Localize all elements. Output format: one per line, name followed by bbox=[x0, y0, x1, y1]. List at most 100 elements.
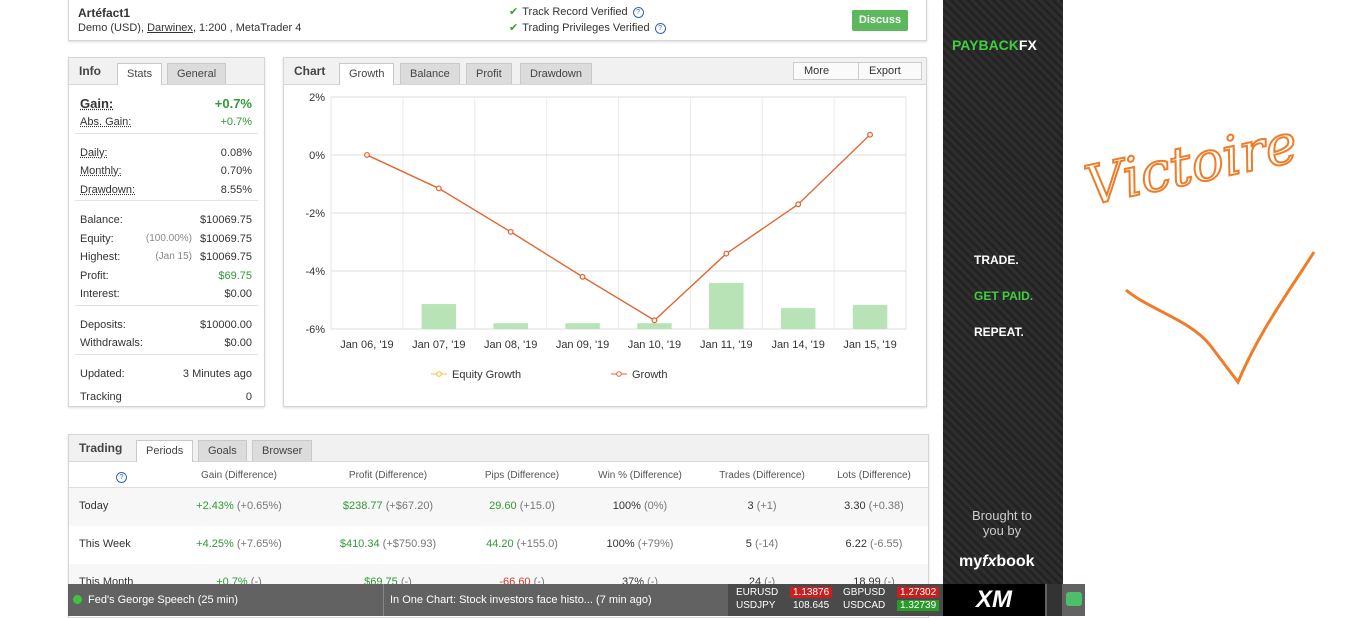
point-marker bbox=[507, 228, 514, 235]
tab-bar: Trading Periods Goals Browser bbox=[69, 435, 928, 462]
stat-value: $0.00 bbox=[224, 288, 252, 300]
panel-label: Chart bbox=[294, 64, 326, 78]
help-icon[interactable]: ? bbox=[116, 472, 127, 483]
tab[interactable]: Drawdown bbox=[520, 63, 592, 84]
news-item[interactable]: In One Chart: Stock investors face histo… bbox=[390, 594, 652, 606]
stat-label: Drawdown: bbox=[80, 183, 136, 196]
account-header: Artéfact1 Demo (USD), Darwinex, 1:200 , … bbox=[68, 0, 927, 41]
tab[interactable]: Growth bbox=[339, 63, 395, 85]
tab[interactable]: General bbox=[167, 63, 227, 84]
expand-button[interactable] bbox=[1047, 584, 1062, 616]
chat-button[interactable] bbox=[1066, 592, 1082, 606]
legend-marker bbox=[616, 371, 622, 377]
column-header: Trades (Difference) bbox=[719, 470, 805, 481]
tab[interactable]: Stats bbox=[117, 63, 163, 85]
help-icon[interactable]: ? bbox=[654, 22, 666, 34]
stat-label: Deposits: bbox=[80, 318, 126, 331]
cell-diff: (-) bbox=[533, 576, 545, 588]
chart-panel: Chart Growth Balance Profit Drawdown More Expo… bbox=[283, 57, 927, 407]
cell-value: +2.43% bbox=[196, 500, 234, 512]
stat-label: Profit: bbox=[80, 269, 109, 282]
tab[interactable]: Balance bbox=[400, 63, 460, 84]
quote-value: 1.32739 bbox=[897, 600, 940, 611]
tab[interactable]: Periods bbox=[136, 440, 194, 462]
tab[interactable]: Profit bbox=[466, 63, 512, 84]
stat-value: $0.00 bbox=[224, 337, 252, 349]
brand-part: PAYBACK bbox=[952, 37, 1019, 53]
quote-value: 108.645 bbox=[793, 600, 830, 611]
x-tick-label: Jan 07, '19 bbox=[412, 339, 465, 351]
x-tick-label: Jan 08, '19 bbox=[484, 339, 537, 351]
x-tick-label: Jan 15, '19 bbox=[843, 339, 896, 351]
cell-diff: (-6.55) bbox=[870, 538, 903, 550]
discuss-button[interactable]: Discuss bbox=[852, 10, 908, 31]
verified-text: Track Record Verified bbox=[522, 6, 628, 18]
table-cell: +2.43% (+0.65%) bbox=[169, 500, 309, 512]
tab[interactable]: Browser bbox=[252, 440, 313, 461]
stat-label: Monthly: bbox=[80, 165, 122, 177]
stat-label: Daily: bbox=[80, 146, 108, 159]
ad-brand: PAYBACKFX bbox=[952, 37, 1037, 53]
stat-label: Equity: bbox=[80, 232, 114, 245]
stat-value: 0 bbox=[245, 390, 252, 403]
ad-line: TRADE. bbox=[974, 253, 1019, 267]
cell-value: 3 bbox=[747, 500, 754, 512]
stat-label: Withdrawals: bbox=[80, 337, 143, 349]
stat-label: Updated: bbox=[80, 367, 125, 380]
table-cell: 44.20 (+155.0) bbox=[452, 538, 592, 550]
table-cell: $410.34 (+$750.93) bbox=[318, 538, 458, 550]
handwritten-check bbox=[1125, 251, 1316, 385]
bar bbox=[709, 282, 744, 329]
cell-diff: (+1) bbox=[756, 500, 777, 512]
quote-symbol: EURUSD bbox=[736, 587, 779, 598]
chart: -6% -4% -2% 0% 2% Jan 06, '19 Jan 07, '19 Jan 0… bbox=[305, 92, 907, 381]
help-icon[interactable]: ? bbox=[632, 6, 644, 18]
point-marker bbox=[723, 250, 730, 257]
stat-value: +0.7% bbox=[214, 96, 252, 111]
cell-diff: (+$750.93) bbox=[382, 538, 437, 550]
status-dot bbox=[73, 595, 82, 604]
verified-item: ✔ Track Record Verified? bbox=[509, 5, 666, 21]
dropdown-button[interactable]: More bbox=[793, 62, 863, 80]
divider bbox=[383, 584, 384, 616]
stat-value: 8.55% bbox=[220, 183, 252, 196]
handwritten-note: Victoire bbox=[1080, 120, 1303, 218]
cell-value: 3.30 bbox=[844, 500, 866, 512]
legend-marker bbox=[436, 371, 442, 377]
stat-value: $10069.75 bbox=[200, 232, 252, 245]
stat-label: Gain: bbox=[80, 96, 114, 111]
verified-text: Trading Privileges Verified bbox=[522, 22, 650, 34]
row-label: Today bbox=[79, 500, 109, 512]
bar bbox=[852, 304, 888, 329]
broker-link[interactable]: Darwinex bbox=[147, 22, 193, 34]
separator bbox=[75, 353, 258, 355]
quote-value: 1.13876 bbox=[790, 587, 833, 598]
row-label: This Week bbox=[79, 538, 131, 550]
table-cell: 3.30 (+0.38) bbox=[804, 500, 944, 512]
broker-logo[interactable]: XM bbox=[943, 584, 1045, 616]
y-tick-label: -2% bbox=[305, 208, 325, 220]
news-item[interactable]: Fed's George Speech (25 min) bbox=[88, 594, 239, 606]
stat-value: +0.7% bbox=[220, 116, 253, 128]
bar bbox=[780, 308, 816, 329]
brand-part: FX bbox=[1018, 37, 1037, 53]
dropdown-button[interactable]: Export bbox=[858, 62, 922, 80]
x-tick-label: Jan 06, '19 bbox=[340, 339, 393, 351]
table-cell: 100% (+79%) bbox=[570, 538, 710, 550]
point-marker bbox=[867, 131, 873, 138]
check-icon: ✔ bbox=[509, 22, 519, 34]
table-cell: 29.60 (+15.0) bbox=[452, 500, 592, 512]
quote-symbol: USDCAD bbox=[843, 600, 886, 611]
cell-value: $410.34 bbox=[339, 538, 380, 550]
cell-diff: (-) bbox=[764, 576, 776, 588]
ad-banner[interactable]: PAYBACKFX TRADE. GET PAID. REPEAT. Brought t… bbox=[943, 0, 1063, 584]
panel-label: Trading bbox=[79, 441, 123, 455]
cell-value: 6.22 bbox=[845, 538, 867, 550]
legend-entry: Growth bbox=[632, 369, 667, 381]
separator bbox=[69, 487, 928, 488]
tab[interactable]: Goals bbox=[198, 440, 247, 461]
stat-value: $69.75 bbox=[218, 269, 252, 282]
stat-value: $10069.75 bbox=[200, 214, 252, 226]
account-type: Demo (USD), bbox=[78, 22, 145, 34]
